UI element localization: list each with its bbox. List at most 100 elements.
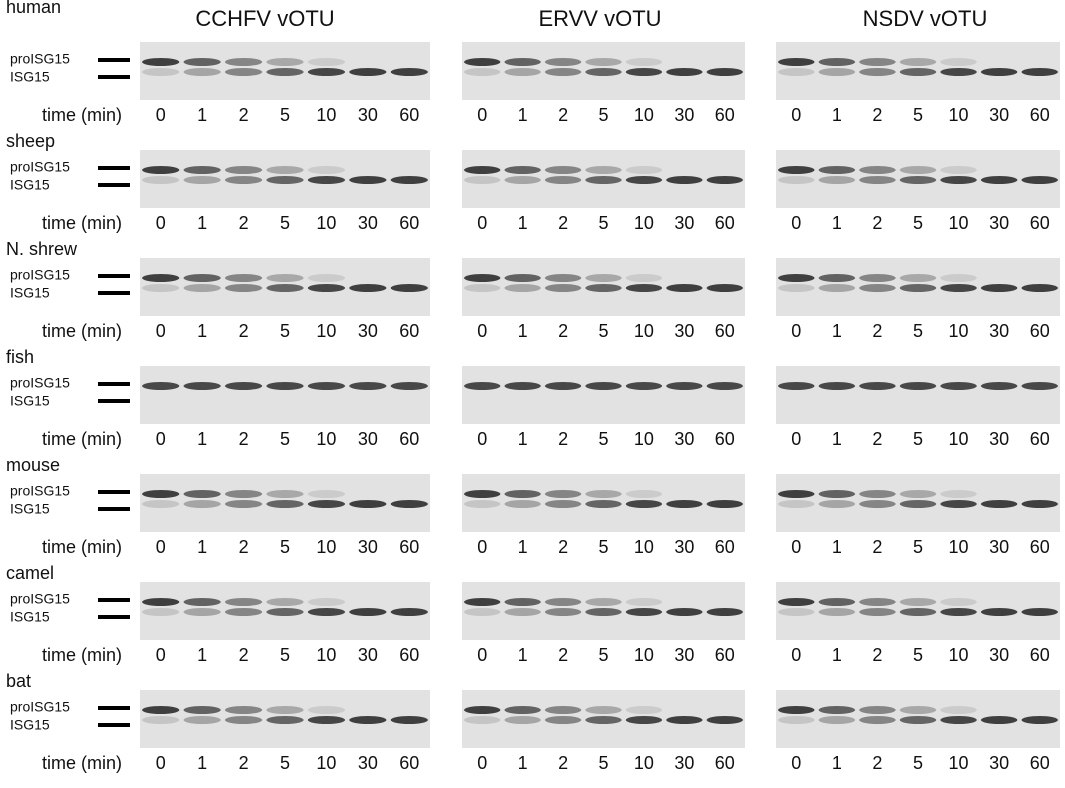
time-value: 0	[156, 321, 166, 341]
species-label: N. shrew	[6, 239, 78, 259]
time-value: 5	[598, 429, 608, 449]
marker-label: ISG15	[10, 69, 50, 85]
band	[184, 274, 221, 282]
time-value: 60	[715, 429, 735, 449]
time-value: 0	[477, 105, 487, 125]
band	[1021, 68, 1058, 76]
time-value: 30	[358, 429, 378, 449]
band	[900, 706, 937, 714]
time-value: 1	[197, 321, 207, 341]
band	[707, 608, 743, 616]
band	[266, 58, 303, 66]
band	[184, 176, 221, 184]
band	[900, 284, 937, 292]
time-value: 60	[399, 753, 419, 773]
time-value: 10	[316, 213, 336, 233]
band	[778, 166, 815, 174]
band	[308, 176, 345, 184]
band	[940, 382, 977, 390]
time-value: 2	[239, 645, 249, 665]
band	[266, 274, 303, 282]
time-value: 30	[358, 753, 378, 773]
marker-label: ISG15	[10, 609, 50, 625]
gel-panel	[462, 366, 745, 424]
time-value: 1	[832, 321, 842, 341]
marker-bar	[98, 723, 130, 727]
species-label: sheep	[6, 131, 55, 151]
time-value: 10	[634, 537, 654, 557]
band	[545, 706, 581, 714]
band	[308, 274, 345, 282]
band	[225, 500, 262, 508]
band	[819, 490, 856, 498]
time-label: time (min)	[42, 645, 122, 665]
band	[859, 500, 896, 508]
band	[626, 166, 662, 174]
band	[464, 608, 500, 616]
band	[225, 176, 262, 184]
time-value: 60	[1030, 429, 1050, 449]
band	[778, 716, 815, 724]
band	[900, 598, 937, 606]
time-value: 0	[477, 213, 487, 233]
time-value: 60	[1030, 753, 1050, 773]
band	[585, 706, 621, 714]
band	[225, 166, 262, 174]
time-value: 10	[634, 429, 654, 449]
band	[349, 716, 386, 724]
band	[308, 382, 345, 390]
band	[349, 382, 386, 390]
band	[940, 706, 977, 714]
time-value: 10	[949, 429, 969, 449]
band	[666, 382, 702, 390]
time-value: 5	[598, 753, 608, 773]
band	[464, 284, 500, 292]
band	[626, 608, 662, 616]
band	[545, 284, 581, 292]
band	[981, 608, 1018, 616]
time-value: 1	[197, 753, 207, 773]
time-value: 5	[280, 429, 290, 449]
band	[626, 274, 662, 282]
time-value: 10	[634, 321, 654, 341]
time-value: 2	[558, 213, 568, 233]
band	[778, 284, 815, 292]
band	[778, 500, 815, 508]
time-value: 30	[674, 537, 694, 557]
band	[545, 716, 581, 724]
time-value: 30	[989, 537, 1009, 557]
band	[184, 716, 221, 724]
species-label: mouse	[6, 455, 60, 475]
band	[1021, 284, 1058, 292]
band	[940, 284, 977, 292]
band	[1021, 500, 1058, 508]
time-value: 1	[518, 645, 528, 665]
marker-bar	[98, 291, 130, 295]
time-value: 0	[477, 645, 487, 665]
time-value: 1	[518, 753, 528, 773]
band	[819, 608, 856, 616]
band	[225, 608, 262, 616]
band	[778, 490, 815, 498]
band	[504, 176, 540, 184]
time-value: 30	[358, 321, 378, 341]
band	[900, 382, 937, 390]
time-value: 2	[239, 105, 249, 125]
time-value: 60	[715, 537, 735, 557]
band	[819, 176, 856, 184]
band	[184, 68, 221, 76]
time-value: 5	[913, 105, 923, 125]
band	[585, 68, 621, 76]
band	[626, 706, 662, 714]
time-value: 0	[156, 537, 166, 557]
band	[308, 706, 345, 714]
time-value: 2	[239, 213, 249, 233]
marker-bar	[98, 615, 130, 619]
time-value: 2	[558, 105, 568, 125]
band	[585, 176, 621, 184]
band	[308, 608, 345, 616]
marker-label: ISG15	[10, 717, 50, 733]
band	[819, 716, 856, 724]
time-label: time (min)	[42, 537, 122, 557]
time-value: 5	[598, 213, 608, 233]
